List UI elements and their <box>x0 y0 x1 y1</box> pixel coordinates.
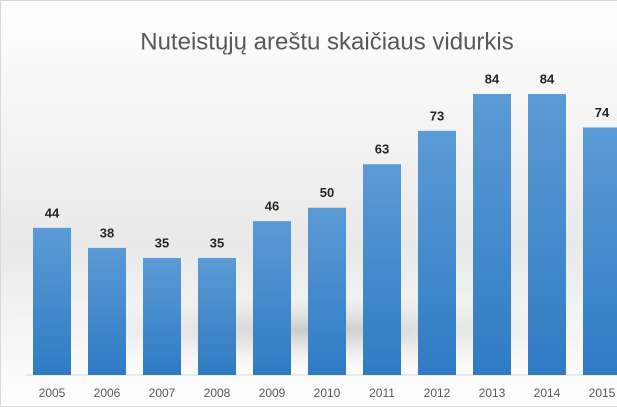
bar <box>198 257 236 375</box>
x-tick-label: 2008 <box>204 386 231 400</box>
bar <box>363 164 401 375</box>
x-tick-label: 2005 <box>39 386 66 400</box>
x-tick-label: 2006 <box>94 386 121 400</box>
x-tick-label: 2015 <box>589 386 616 400</box>
bar <box>473 94 511 376</box>
value-label: 74 <box>595 105 610 120</box>
value-label: 35 <box>155 235 169 250</box>
x-tick-label: 2013 <box>479 386 506 400</box>
value-label: 73 <box>430 108 444 123</box>
x-tick-label: 2011 <box>369 386 395 400</box>
x-tick-label: 2010 <box>314 386 341 400</box>
bar <box>143 257 181 375</box>
x-tick-label: 2007 <box>149 386 176 400</box>
value-label: 50 <box>320 185 334 200</box>
bar <box>33 227 71 375</box>
bar <box>418 130 456 375</box>
value-label: 38 <box>100 225 114 240</box>
value-label: 63 <box>375 142 389 157</box>
value-label: 35 <box>210 235 224 250</box>
bar <box>583 127 617 375</box>
x-tick-label: 2014 <box>534 386 561 400</box>
value-label: 84 <box>540 71 555 86</box>
bar <box>308 207 346 375</box>
bar <box>528 94 566 376</box>
x-tick-label: 2009 <box>259 386 286 400</box>
bar <box>253 221 291 375</box>
bar <box>88 247 126 375</box>
value-label: 46 <box>265 199 279 214</box>
value-label: 44 <box>45 205 60 220</box>
x-tick-label: 2012 <box>424 386 451 400</box>
value-label: 84 <box>485 71 500 86</box>
chart-title: Nuteistųjų areštu skaičiaus vidurkis <box>140 28 514 55</box>
